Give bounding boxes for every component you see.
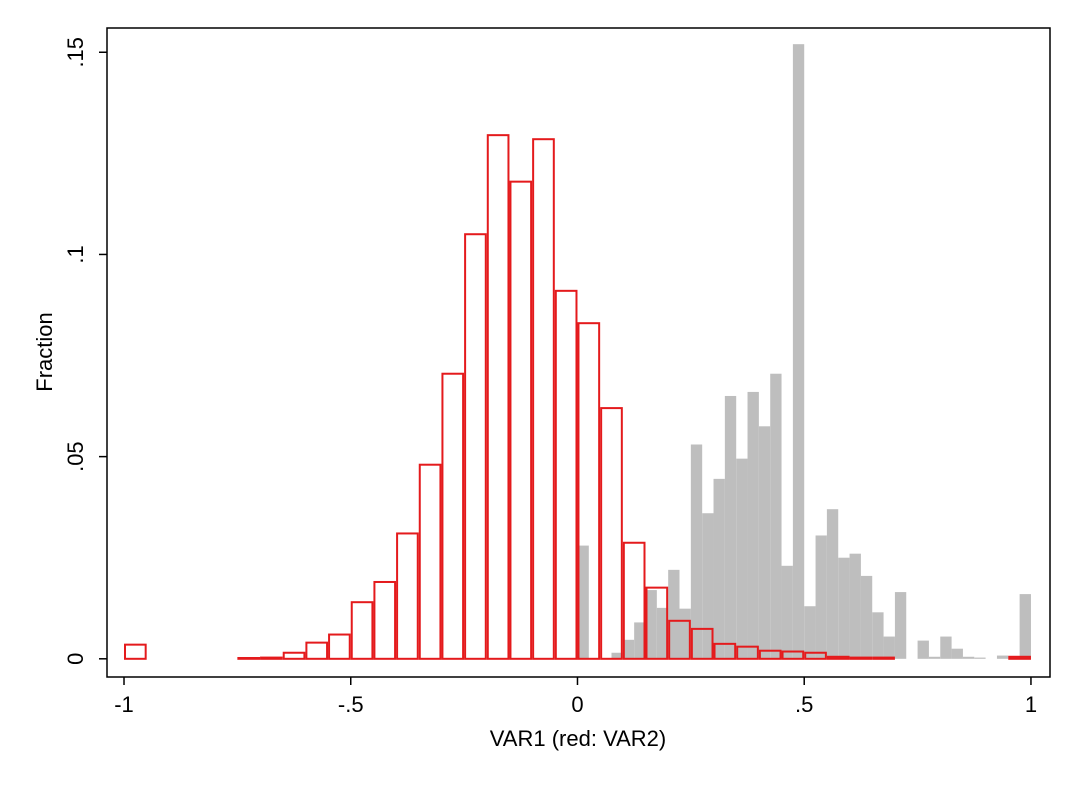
histogram-bar — [124, 643, 147, 660]
histogram-bar — [668, 619, 691, 660]
y-tick-label: .1 — [63, 245, 88, 263]
plot-frame — [106, 27, 1051, 678]
histogram-bar — [577, 322, 601, 660]
histogram-bar — [804, 651, 827, 660]
histogram-bar — [849, 553, 861, 659]
histogram-bar — [554, 289, 578, 660]
histogram-bar — [815, 535, 827, 659]
histogram-bar — [668, 569, 680, 659]
histogram-bar — [328, 633, 351, 660]
histogram-bar — [894, 592, 907, 659]
histogram-bar — [1019, 594, 1031, 659]
histogram-bar — [577, 545, 589, 659]
histogram-bar — [770, 373, 782, 659]
histogram-bar — [792, 44, 805, 659]
histogram-bar — [282, 651, 306, 660]
histogram-bar — [883, 636, 895, 659]
y-tick-label: .05 — [63, 441, 88, 472]
histogram-bar — [237, 656, 261, 660]
histogram-bar — [702, 513, 714, 659]
histogram-bar — [532, 138, 555, 660]
histogram-bar — [713, 642, 737, 660]
histogram-bar — [747, 391, 759, 659]
histogram-bar — [804, 606, 816, 659]
histogram-bar — [260, 656, 283, 660]
histogram-bar — [679, 608, 691, 659]
histogram-bar — [940, 636, 952, 659]
histogram-bar — [600, 407, 623, 660]
y-axis-label: Fraction — [32, 312, 57, 391]
histogram-bar — [826, 509, 839, 659]
histogram-bar — [634, 622, 646, 659]
histogram-bar — [781, 565, 793, 659]
x-tick-label: -1 — [114, 692, 134, 717]
histogram-bar — [464, 233, 487, 660]
histogram-bar — [656, 607, 669, 659]
histogram-bar — [951, 648, 963, 659]
histogram-bar — [758, 426, 771, 659]
histogram-bar — [962, 656, 975, 659]
histogram-bar — [441, 372, 465, 660]
histogram-bar — [860, 575, 873, 659]
x-tick-label: -.5 — [338, 692, 364, 717]
x-tick-label: .5 — [795, 692, 813, 717]
histogram-bar — [724, 395, 737, 659]
histogram-bar — [826, 655, 850, 660]
histogram-bar — [713, 478, 725, 659]
histogram-bar — [350, 601, 374, 660]
histogram-bar — [928, 656, 941, 659]
y-tick-label: .15 — [63, 37, 88, 68]
x-axis-label: VAR1 (red: VAR2) — [490, 726, 666, 751]
x-tick-label: 0 — [571, 692, 583, 717]
histogram-bar — [418, 463, 442, 660]
histogram-bar — [974, 657, 986, 659]
histogram-bar — [872, 612, 884, 659]
histogram-bar — [1008, 655, 1031, 660]
histogram-bar — [690, 444, 703, 659]
histogram-bar — [305, 641, 329, 660]
bars — [124, 44, 1031, 660]
histogram-bar — [996, 655, 1009, 659]
histogram-bar — [373, 580, 397, 660]
x-tick-label: 1 — [1025, 692, 1037, 717]
histogram-bar — [1008, 656, 1020, 659]
histogram-bar — [509, 180, 533, 660]
histogram-bar — [872, 656, 895, 660]
histogram-bar — [849, 656, 873, 660]
histogram-bar — [611, 652, 623, 659]
histogram-bar — [917, 640, 929, 659]
histogram-bar — [622, 541, 646, 660]
histogram-bar — [690, 627, 714, 660]
histogram-bar — [838, 557, 850, 659]
histogram-bar — [736, 458, 748, 659]
histogram-bar — [736, 645, 759, 660]
histogram-bar — [645, 590, 657, 659]
y-tick-label: 0 — [63, 653, 88, 665]
histogram-bar — [758, 649, 782, 660]
histogram-bar — [645, 586, 669, 660]
histogram-bar — [396, 532, 419, 660]
histogram-bar — [486, 134, 510, 660]
histogram-bar — [781, 650, 805, 660]
histogram-bar — [622, 639, 635, 659]
